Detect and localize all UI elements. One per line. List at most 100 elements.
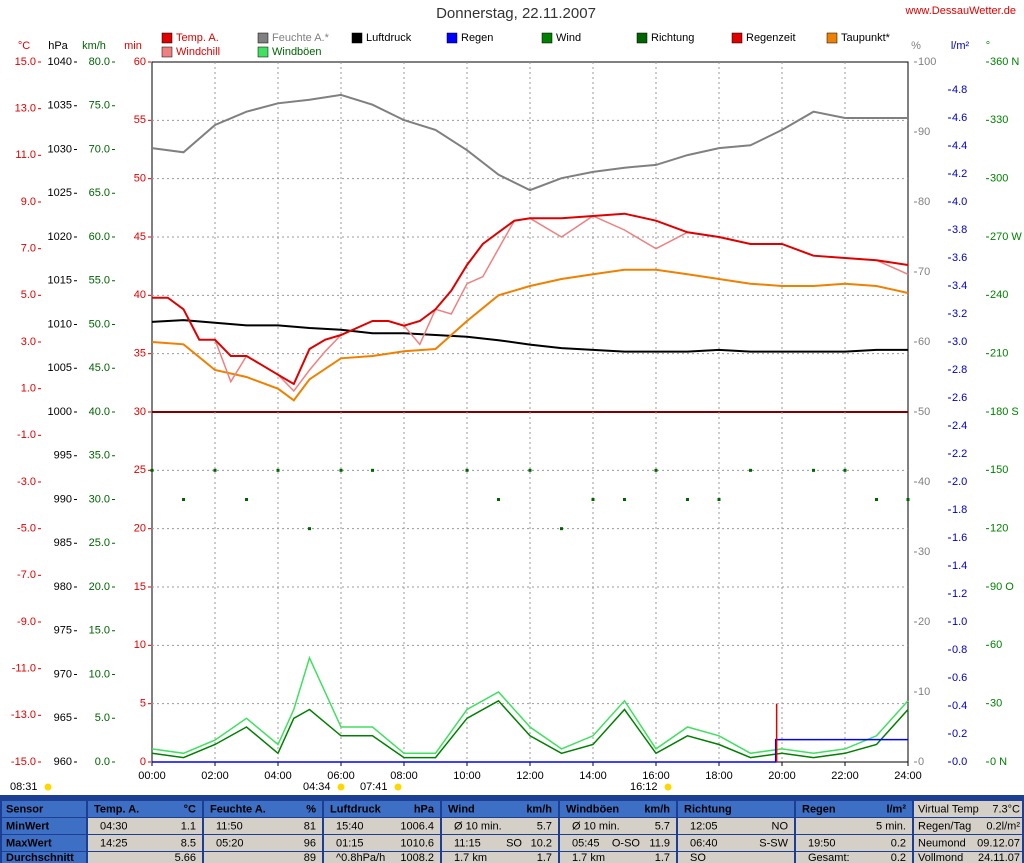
- y-tick-label: 1.8: [952, 504, 967, 516]
- y-tick-label: 9.0: [21, 196, 36, 208]
- stats-value: 5.7: [537, 820, 552, 832]
- y-tick-label: 4.8: [952, 84, 967, 96]
- source-link[interactable]: www.DessauWetter.de: [905, 5, 1016, 17]
- y-tick-label: 995: [54, 450, 72, 462]
- axis-unit: l/m²: [951, 40, 970, 52]
- legend-label: Luftdruck: [366, 32, 412, 44]
- stats-value: 1008.2: [400, 852, 434, 863]
- y-tick-label: 990: [54, 493, 72, 505]
- y-tick-label: 3.6: [952, 252, 967, 264]
- y-tick-label: 360 N: [990, 56, 1019, 68]
- stats-cell: [204, 852, 322, 863]
- y-tick-label: 3.8: [952, 224, 967, 236]
- y-tick-label: -11.0: [12, 663, 36, 675]
- stats-value: 06:40: [690, 837, 718, 849]
- column-header-cell: [204, 801, 322, 817]
- column-header: Feuchte A.: [210, 803, 266, 815]
- legend-label: Richtung: [651, 32, 694, 44]
- column-header-cell: [796, 801, 912, 817]
- legend-swatch: [636, 32, 648, 44]
- legend-label: Wind: [556, 32, 581, 44]
- direction-dot: [623, 498, 626, 501]
- column-header-cell: [88, 801, 202, 817]
- y-tick-label: 70: [918, 266, 930, 278]
- direction-dot: [875, 498, 878, 501]
- legend-label: Feuchte A.*: [272, 32, 330, 44]
- stats-value: 15:40: [336, 820, 364, 832]
- x-tick-label: 14:00: [579, 770, 607, 782]
- stats-cell: [560, 818, 676, 834]
- y-tick-label: 4.4: [952, 140, 967, 152]
- astro-time: 04:34: [303, 781, 331, 793]
- x-tick-label: 18:00: [705, 770, 733, 782]
- astro-icon: [664, 783, 672, 791]
- x-tick-label: 16:00: [642, 770, 670, 782]
- info-cell: [914, 818, 1022, 834]
- direction-dot: [497, 498, 500, 501]
- legend-swatch: [257, 46, 269, 58]
- astro-time: 08:31: [10, 781, 38, 793]
- y-tick-label: -9.0: [17, 616, 36, 628]
- stats-value: Ø 10 min.: [454, 820, 502, 832]
- y-tick-label: 30.0: [89, 493, 110, 505]
- row-label-cell: [2, 852, 86, 863]
- stats-value: Ø 10 min.: [572, 820, 620, 832]
- direction-dot: [843, 468, 847, 472]
- direction-dot: [213, 468, 217, 472]
- astro-time: 07:41: [360, 781, 388, 793]
- column-unit: l/m²: [886, 803, 906, 815]
- stats-value: 05:45: [572, 837, 600, 849]
- legend-label: Taupunkt*: [841, 32, 891, 44]
- x-tick-label: 00:00: [138, 770, 166, 782]
- info-value: 09.12.07: [977, 837, 1020, 849]
- y-tick-label: 1.0: [952, 616, 967, 628]
- stats-cell: [678, 835, 794, 851]
- direction-dot: [654, 468, 658, 472]
- direction-dot: [906, 498, 910, 501]
- series-line: [152, 738, 908, 763]
- stats-value: 04:30: [100, 820, 128, 832]
- y-tick-label: -7.0: [17, 569, 36, 581]
- y-tick-label: 5: [140, 698, 146, 710]
- direction-dot: [465, 468, 469, 472]
- y-tick-label: 80: [918, 196, 930, 208]
- legend-swatch: [731, 32, 743, 44]
- column-header: Temp. A.: [94, 803, 139, 815]
- column-header-cell: [324, 801, 440, 817]
- y-tick-label: 13.0: [15, 103, 36, 115]
- y-tick-label: -3.0: [17, 476, 36, 488]
- y-tick-label: -15.0: [11, 756, 36, 768]
- astro-icon: [337, 783, 345, 791]
- stats-cell: [796, 835, 912, 851]
- info-cell: [914, 852, 1022, 863]
- axis-unit: km/h: [82, 40, 106, 52]
- column-unit: °C: [184, 803, 196, 815]
- stats-value: 5.7: [655, 820, 670, 832]
- legend-swatch: [161, 46, 173, 58]
- y-tick-label: 60.0: [89, 231, 110, 243]
- chart-title: Donnerstag, 22.11.2007: [436, 5, 596, 22]
- column-header: Richtung: [684, 803, 732, 815]
- astro-icon: [394, 783, 402, 791]
- y-tick-label: 0.8: [952, 644, 967, 656]
- y-tick-label: 2.6: [952, 392, 967, 404]
- y-tick-label: 35: [134, 348, 146, 360]
- y-tick-label: 960: [54, 756, 72, 768]
- y-tick-label: 0 N: [990, 756, 1007, 768]
- stats-value: O-SO: [612, 837, 641, 849]
- y-tick-label: 5.0: [95, 712, 110, 724]
- legend-label: Windböen: [272, 46, 322, 58]
- legend-swatch: [541, 32, 553, 44]
- stats-cell: [442, 818, 558, 834]
- stats-cell: [442, 852, 558, 863]
- y-tick-label: 3.0: [952, 336, 967, 348]
- y-tick-label: 1000: [48, 406, 72, 418]
- legend-label: Regenzeit: [746, 32, 796, 44]
- y-tick-label: 1035: [48, 100, 72, 112]
- y-tick-label: 330: [990, 114, 1008, 126]
- stats-value: 1.7: [537, 852, 552, 863]
- stats-cell: [560, 852, 676, 863]
- info-value: 24.11.07: [978, 852, 1020, 863]
- y-tick-label: 3.2: [952, 308, 967, 320]
- y-tick-label: 30: [134, 406, 146, 418]
